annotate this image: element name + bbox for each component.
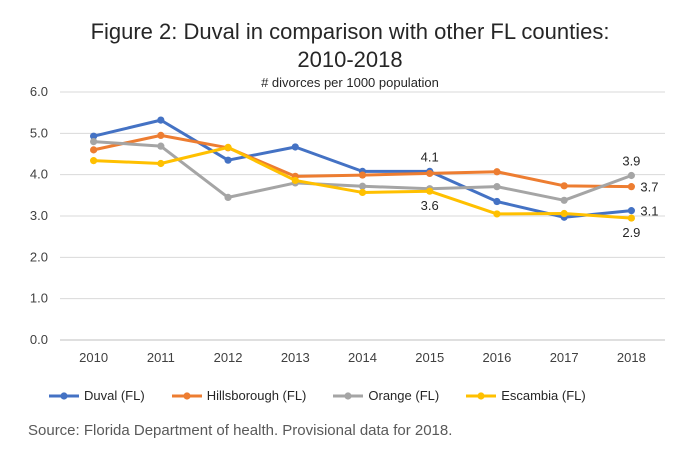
data-point-duval-fl [90, 132, 98, 140]
legend-label: Duval (FL) [84, 388, 145, 403]
legend-swatch [171, 391, 202, 400]
x-tick-label: 2011 [147, 350, 175, 365]
data-point-escambia-fl [358, 188, 367, 197]
data-point-duval-fl [493, 197, 501, 206]
x-tick-label: 2015 [415, 350, 444, 365]
chart-subtitle: # divorces per 1000 population [261, 75, 439, 90]
chart-title-line-2: 2010-2018 [297, 47, 403, 72]
data-point-escambia-fl [90, 157, 98, 165]
data-point-escambia-fl [426, 187, 434, 195]
data-point-escambia-fl [493, 210, 501, 218]
data-point-duval-fl [627, 207, 635, 215]
x-tick-label: 2014 [348, 350, 377, 365]
y-tick-label: 1.0 [30, 291, 48, 306]
x-tick-label: 2012 [214, 350, 243, 365]
x-tick-label: 2016 [482, 350, 511, 365]
legend-swatch [333, 391, 364, 400]
data-label: 3.6 [421, 198, 439, 213]
data-point-orange-fl [627, 171, 635, 180]
chart-legend: Duval (FL) Hillsborough (FL) Orange (FL) Es… [48, 388, 612, 403]
legend-label: Orange (FL) [368, 388, 440, 403]
legend-item: Hillsborough (FL) [171, 388, 307, 403]
y-tick-label: 0.0 [30, 332, 48, 347]
data-label: 2.9 [622, 225, 640, 240]
data-point-escambia-fl [291, 176, 299, 185]
data-point-orange-fl [358, 182, 367, 190]
chart-title-line-1: Figure 2: Duval in comparison with other… [90, 19, 610, 44]
data-point-orange-fl [224, 193, 232, 201]
y-tick-label: 4.0 [30, 167, 48, 182]
y-tick-label: 6.0 [30, 84, 48, 99]
x-tick-label: 2010 [79, 350, 108, 365]
data-point-hillsborough-fl [560, 182, 568, 190]
x-tick-label: 2017 [550, 350, 579, 365]
data-point-hillsborough-fl [627, 183, 635, 191]
data-point-hillsborough-fl [157, 131, 165, 139]
y-tick-label: 2.0 [30, 249, 48, 264]
data-point-duval-fl [224, 156, 232, 164]
data-point-hillsborough-fl [493, 168, 501, 176]
line-chart: 0.0 1.0 2.0 3.0 4.0 5.0 6.0 2010 2011 2012 2013 201… [30, 84, 665, 365]
data-label: 3.7 [640, 180, 658, 195]
data-point-hillsborough-fl [90, 146, 98, 154]
data-point-orange-fl [560, 196, 568, 204]
data-point-orange-fl [493, 183, 501, 191]
legend-label: Escambia (FL) [501, 388, 586, 403]
legend-item: Orange (FL) [332, 388, 439, 403]
legend-swatch [49, 391, 79, 400]
data-point-duval-fl [291, 143, 299, 151]
data-point-orange-fl [90, 138, 98, 146]
data-label: 3.9 [622, 153, 640, 168]
data-label: 3.1 [640, 204, 658, 219]
data-point-escambia-fl [224, 143, 232, 151]
data-point-escambia-fl [627, 214, 635, 222]
data-point-orange-fl [157, 142, 165, 150]
chart-title: Figure 2: Duval in comparison with other… [0, 18, 700, 74]
legend-swatch [466, 391, 497, 400]
data-point-escambia-fl [560, 209, 568, 218]
data-point-escambia-fl [157, 159, 165, 168]
y-tick-label: 3.0 [30, 208, 48, 223]
x-tick-label: 2013 [281, 350, 310, 365]
y-tick-label: 5.0 [30, 125, 48, 140]
data-point-duval-fl [157, 116, 165, 124]
legend-label: Hillsborough (FL) [206, 388, 307, 403]
data-point-hillsborough-fl [426, 169, 434, 178]
x-tick-label: 2018 [617, 350, 646, 365]
source-note: Source: Florida Department of health. Pr… [28, 422, 453, 439]
data-label: 4.1 [421, 149, 439, 164]
legend-item: Escambia (FL) [465, 388, 586, 403]
legend-item: Duval (FL) [48, 388, 145, 403]
data-point-hillsborough-fl [358, 171, 367, 179]
